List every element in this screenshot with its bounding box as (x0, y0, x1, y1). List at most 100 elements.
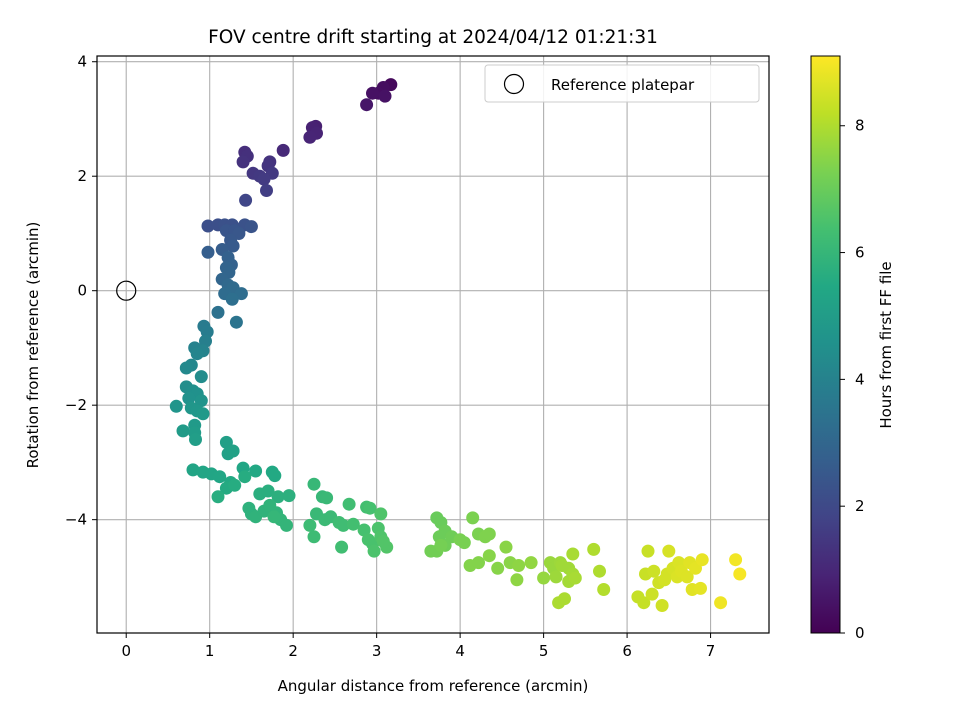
data-point (271, 490, 285, 504)
x-axis-ticks: 0 1 2 3 4 5 6 7 (121, 633, 715, 660)
data-point (194, 370, 208, 384)
data-point (367, 544, 381, 558)
data-point (260, 184, 273, 197)
x-tick-label: 4 (455, 642, 465, 660)
legend-box (484, 64, 760, 103)
colorbar-label: Hours from first FF file (877, 261, 895, 428)
data-point (211, 305, 225, 319)
data-point (376, 534, 390, 548)
x-tick-label: 7 (706, 642, 716, 660)
data-point (537, 571, 551, 585)
data-point (236, 155, 250, 169)
data-point (374, 507, 388, 521)
y-tick-label: 4 (77, 53, 87, 71)
data-point (307, 530, 321, 544)
data-point (466, 511, 480, 525)
data-point (342, 497, 356, 511)
data-point (276, 143, 290, 157)
x-tick-label: 3 (372, 642, 382, 660)
data-point (194, 394, 208, 408)
data-point (196, 407, 210, 421)
data-point (228, 478, 242, 492)
data-point (190, 347, 204, 361)
data-point (434, 538, 448, 552)
data-point (587, 542, 601, 556)
data-point (568, 571, 582, 585)
data-point (320, 491, 334, 505)
data-point (597, 583, 611, 596)
data-point (482, 549, 496, 563)
data-point (225, 292, 239, 306)
data-point (268, 469, 282, 483)
data-point (524, 556, 538, 570)
data-point (549, 570, 563, 584)
colorbar-ticks: 0 2 4 6 8 (840, 117, 865, 642)
data-point (694, 581, 707, 595)
data-point (226, 444, 240, 458)
data-point (307, 477, 321, 491)
colorbar-tick-label: 4 (855, 370, 865, 388)
data-point (457, 536, 471, 550)
data-point (645, 587, 659, 601)
data-point (257, 172, 271, 186)
x-tick-label: 2 (288, 642, 298, 660)
y-axis-ticks: 4 2 0 −2 −4 (65, 53, 97, 529)
colorbar-gradient (810, 55, 841, 634)
data-point (244, 220, 258, 234)
x-tick-label: 5 (539, 642, 549, 660)
data-point (201, 245, 215, 259)
x-tick-label: 0 (121, 642, 131, 660)
legend-marker-open-circle (503, 73, 525, 95)
data-point (169, 399, 183, 413)
data-point (261, 484, 275, 498)
data-point (510, 573, 524, 587)
data-point (179, 361, 193, 375)
data-points (169, 78, 747, 612)
data-point (593, 564, 606, 578)
data-point (249, 464, 263, 478)
y-tick-label: −2 (65, 396, 87, 414)
data-point (357, 523, 371, 537)
data-point (303, 130, 317, 144)
data-point (729, 553, 743, 567)
legend-label: Reference platepar (551, 76, 695, 94)
data-point (482, 527, 496, 541)
x-tick-label: 6 (622, 642, 632, 660)
data-point (176, 424, 190, 438)
x-axis-label: Angular distance from reference (arcmin) (278, 677, 589, 695)
data-point (662, 544, 676, 558)
data-point (335, 540, 349, 554)
data-point (336, 518, 350, 532)
plot-frame (96, 55, 770, 634)
legend: Reference platepar (484, 64, 760, 103)
data-point (566, 547, 580, 561)
data-point (201, 219, 215, 233)
data-point (491, 561, 505, 575)
data-point (647, 564, 661, 578)
data-point (378, 89, 392, 103)
data-point (512, 559, 526, 572)
colorbar-tick-label: 6 (855, 244, 865, 262)
data-point (303, 518, 317, 532)
data-point (267, 510, 281, 524)
data-point (238, 470, 252, 484)
colorbar-tick-label: 0 (855, 624, 865, 642)
data-point (655, 599, 669, 612)
colorbar-tick-label: 2 (855, 497, 865, 515)
data-point (186, 463, 200, 477)
data-point (637, 596, 651, 610)
data-point (695, 553, 709, 567)
data-point (499, 540, 513, 554)
data-point (226, 239, 240, 253)
y-tick-label: 0 (77, 282, 87, 300)
chart-title: FOV centre drift starting at 2024/04/12 … (208, 27, 658, 48)
data-point (239, 193, 253, 207)
data-point (472, 556, 485, 570)
data-point (346, 517, 360, 531)
y-tick-label: 2 (77, 167, 87, 185)
colorbar-tick-label: 8 (855, 117, 865, 135)
data-point (366, 86, 379, 100)
y-tick-label: −4 (65, 511, 87, 529)
data-point (641, 544, 655, 558)
